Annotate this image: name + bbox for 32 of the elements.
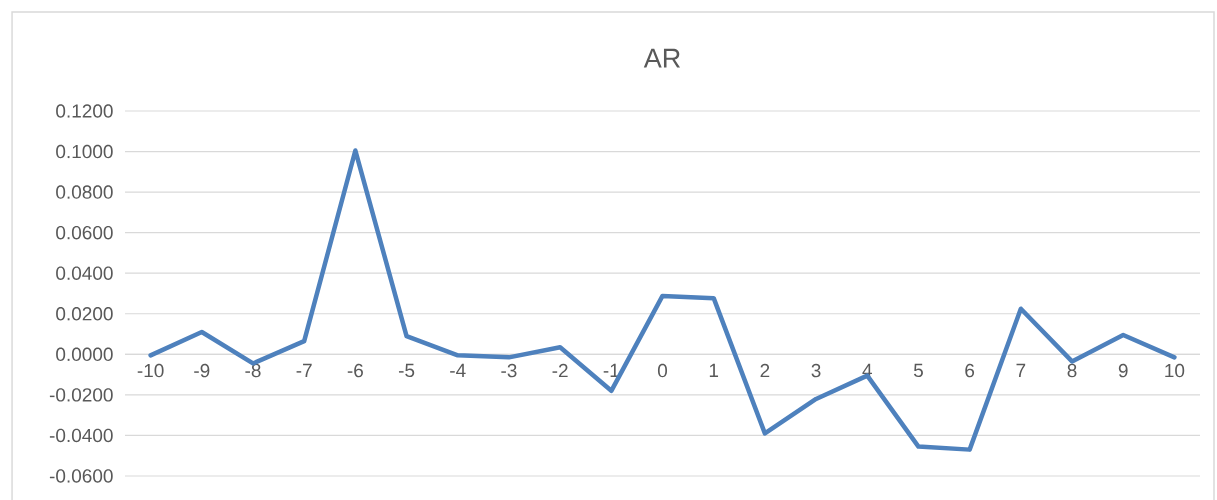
x-tick-label: 2	[760, 363, 770, 378]
y-tick-label: 0.0200	[56, 307, 113, 321]
x-tick-label: 8	[1067, 363, 1077, 378]
x-tick-label: -9	[194, 363, 210, 378]
y-tick-label: 0.0000	[56, 347, 113, 362]
x-tick-label: 10	[1165, 363, 1185, 378]
x-tick-label: 3	[811, 363, 821, 378]
x-tick-label: -6	[347, 363, 363, 378]
x-tick-label: 4	[862, 363, 872, 377]
x-tick-label: 0	[657, 363, 668, 378]
y-tick-label: 0.0400	[56, 266, 113, 280]
x-tick-label: -10	[137, 363, 164, 378]
x-tick-label: -2	[552, 363, 568, 378]
x-tick-label: -7	[296, 363, 312, 377]
x-tick-label: -4	[450, 363, 466, 377]
x-tick-label: -5	[398, 363, 415, 378]
y-tick-label: 0.0800	[56, 185, 113, 199]
x-tick-label: 5	[913, 363, 923, 378]
x-tick-label: 1	[709, 363, 719, 377]
y-tick-label: 0.1000	[56, 144, 113, 159]
y-tick-label: -0.0200	[49, 388, 113, 402]
x-tick-label: 6	[965, 363, 975, 378]
y-tick-label: -0.0600	[49, 469, 113, 483]
x-tick-label: -1	[603, 363, 619, 377]
chart-title: AR	[643, 48, 681, 68]
x-tick-label: -8	[245, 363, 261, 378]
y-tick-label: 0.1200	[56, 104, 113, 118]
x-tick-label: 7	[1016, 363, 1026, 377]
y-tick-label: 0.0600	[56, 225, 113, 240]
y-tick-label: -0.0400	[49, 428, 113, 443]
x-tick-label: -3	[501, 363, 517, 378]
x-tick-label: 9	[1118, 363, 1128, 378]
